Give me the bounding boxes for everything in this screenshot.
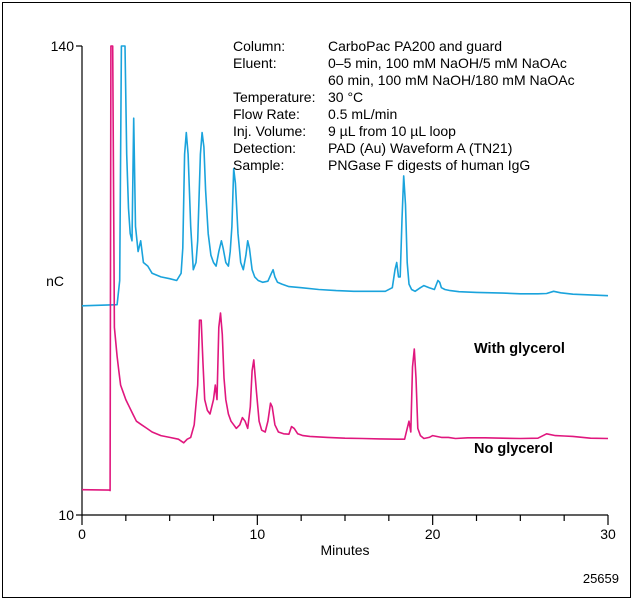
y-tick-label: 140 — [51, 38, 75, 54]
condition-value: CarboPac PA200 and guard — [328, 38, 502, 54]
condition-label: Column: — [233, 38, 285, 54]
condition-value: 0.5 mL/min — [328, 106, 397, 122]
condition-value: 60 min, 100 mM NaOH/180 mM NaOAc — [328, 72, 575, 88]
y-ticks: 10 140 — [51, 38, 82, 523]
trace-with-glycerol — [81, 45, 609, 307]
condition-value: 0–5 min, 100 mM NaOH/5 mM NaOAc — [328, 55, 567, 71]
y-axis-label: nC — [46, 273, 64, 289]
condition-value: PNGase F digests of human IgG — [328, 157, 530, 173]
x-axis-label: Minutes — [320, 542, 369, 558]
condition-value: 30 °C — [328, 89, 363, 105]
figure-frame — [2, 2, 631, 598]
conditions-block: Column: CarboPac PA200 and guard Eluent: 0–… — [233, 38, 575, 173]
condition-label: Sample: — [233, 157, 284, 173]
condition-label: Flow Rate: — [233, 106, 300, 122]
condition-label: Temperature: — [233, 89, 315, 105]
x-tick-label: 20 — [425, 526, 441, 542]
traces — [81, 45, 609, 492]
x-tick-label: 30 — [600, 526, 616, 542]
y-tick-label: 10 — [58, 507, 74, 523]
trace-no-glycerol — [81, 45, 609, 492]
condition-label: Detection: — [233, 140, 296, 156]
x-tick-label: 10 — [250, 526, 266, 542]
condition-value: 9 µL from 10 µL loop — [328, 123, 456, 139]
condition-label: Eluent: — [233, 55, 277, 71]
figure-id: 25659 — [583, 571, 619, 586]
series-label-with-glycerol: With glycerol — [474, 341, 565, 357]
series-label-no-glycerol: No glycerol — [474, 441, 553, 457]
condition-label: Inj. Volume: — [233, 123, 306, 139]
condition-value: PAD (Au) Waveform A (TN21) — [328, 140, 512, 156]
x-tick-label: 0 — [78, 526, 86, 542]
x-ticks: 0 10 20 30 — [78, 515, 616, 542]
